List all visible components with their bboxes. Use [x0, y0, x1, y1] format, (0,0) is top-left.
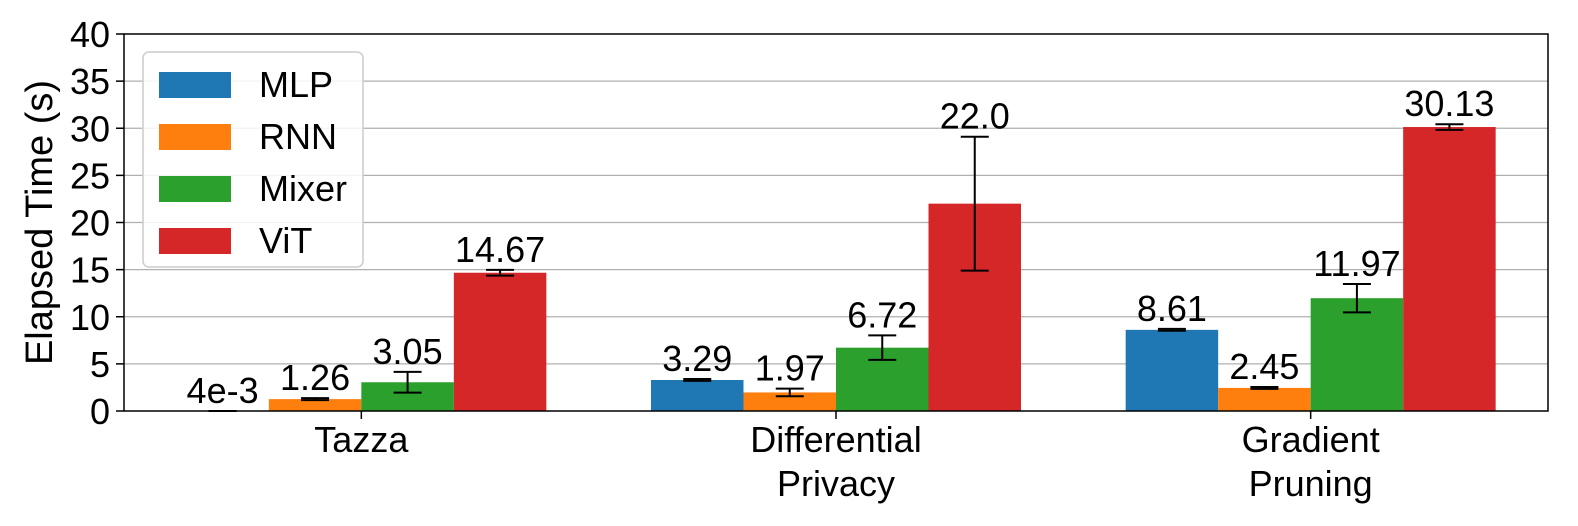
data-label: 3.05 [373, 331, 443, 372]
y-tick-label: 5 [90, 344, 110, 385]
y-tick-label: 40 [70, 14, 110, 55]
y-tick-label: 10 [70, 297, 110, 338]
y-axis-ticks: 0 5 10 15 20 25 30 35 40 [70, 14, 124, 432]
data-label: 1.97 [755, 348, 825, 389]
legend-frame [142, 51, 364, 268]
data-label: 2.45 [1229, 346, 1299, 387]
x-tick-label: Privacy [777, 463, 895, 504]
data-label: 30.13 [1404, 83, 1494, 124]
data-label: 11.97 [1313, 243, 1400, 284]
x-tick-label: Gradient [1242, 419, 1380, 460]
data-label: 1.26 [280, 357, 350, 398]
data-label: 14.67 [455, 229, 545, 270]
y-tick-label: 0 [90, 391, 110, 432]
legend-swatch-rnn [159, 124, 231, 150]
bar-mlp [651, 379, 744, 411]
bar-rnn [743, 392, 836, 411]
legend-label: RNN [259, 116, 337, 157]
bar-mlp [1125, 329, 1219, 411]
bar-vit [1403, 127, 1496, 411]
y-tick-label: 35 [70, 61, 110, 102]
value-labels: 4e-3 1.26 3.05 14.67 3.29 1.97 6.72 22.0 8.61 2.4… [187, 83, 1495, 411]
error-bars [208, 123, 1464, 412]
legend-label: Mixer [259, 168, 347, 209]
legend-swatch-mixer [159, 176, 231, 202]
y-tick-label: 15 [70, 250, 110, 291]
y-tick-label: 20 [70, 203, 110, 244]
bar-vit [453, 272, 547, 411]
bar-rnn [268, 399, 362, 411]
bar-mixer [1310, 298, 1404, 411]
x-tick-label: Pruning [1249, 463, 1373, 504]
bar-rnn [1218, 387, 1311, 411]
legend-label: MLP [259, 64, 333, 105]
data-label: 22.0 [940, 96, 1010, 137]
y-axis-title: Elapsed Time (s) [19, 80, 61, 365]
y-tick-label: 30 [70, 108, 110, 149]
bars [176, 127, 1496, 411]
y-tick-label: 25 [70, 155, 110, 196]
x-tick-label: Tazza [314, 419, 409, 460]
data-label: 3.29 [662, 338, 732, 379]
legend: MLP RNN Mixer ViT [142, 51, 364, 268]
legend-label: ViT [259, 220, 312, 261]
data-label: 4e-3 [187, 370, 259, 411]
data-label: 6.72 [847, 294, 917, 335]
legend-swatch-mlp [159, 72, 231, 98]
data-label: 8.61 [1137, 288, 1207, 329]
legend-swatch-vit [159, 228, 231, 254]
x-tick-label: Differential [750, 419, 921, 460]
